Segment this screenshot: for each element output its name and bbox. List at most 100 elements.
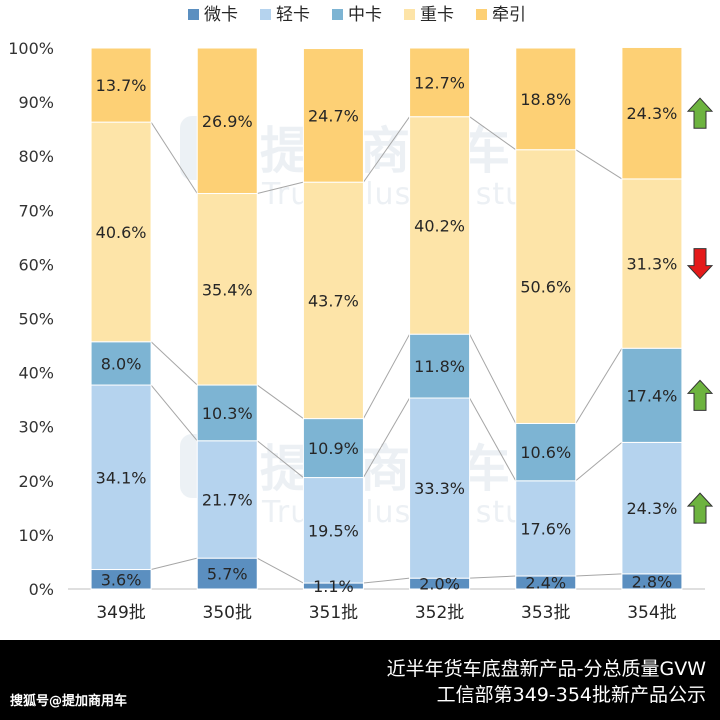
arrow-down-icon: [686, 248, 714, 280]
bar-segment-4-3: [302, 181, 364, 420]
data-label: 31.3%: [627, 255, 678, 274]
legend-label: 微卡: [204, 5, 238, 25]
bar-segment-3-4: [409, 333, 471, 399]
data-label: 1.1%: [313, 577, 354, 596]
bar-segment-4-4: [409, 116, 471, 335]
x-tick-label: 353批: [521, 603, 570, 623]
bar-segment-4-2: [196, 193, 258, 386]
connector-line: [575, 573, 622, 577]
data-label: 24.3%: [627, 104, 678, 123]
connector-line: [362, 397, 411, 478]
connector-line: [257, 557, 304, 584]
data-label: 24.7%: [308, 106, 359, 125]
connector-line: [150, 557, 198, 571]
legend-label: 中卡: [348, 5, 382, 25]
footer-subtitle: 工信部第349-354批新产品公示: [436, 684, 706, 706]
y-tick-label: 70%: [18, 201, 54, 220]
bar-segment-3-2: [196, 384, 258, 442]
legend-label: 重卡: [420, 5, 454, 25]
connector-line: [256, 440, 304, 478]
connector-line: [257, 181, 304, 195]
data-label: 21.7%: [202, 490, 253, 509]
connector-line: [150, 384, 198, 442]
bar-segment-5-2: [196, 47, 258, 195]
data-label: 2.8%: [632, 572, 673, 591]
bar-segment-2-4: [409, 397, 471, 579]
data-label: 13.7%: [96, 76, 147, 95]
legend-swatch: [404, 9, 415, 20]
data-label: 24.3%: [627, 499, 678, 518]
y-tick-label: 50%: [18, 310, 54, 329]
y-tick-label: 30%: [18, 418, 54, 437]
data-label: 18.8%: [520, 90, 571, 109]
data-label: 12.7%: [414, 73, 465, 92]
data-label: 10.6%: [520, 443, 571, 462]
bar-segment-4-6: [621, 178, 683, 349]
connector-line: [469, 116, 517, 151]
source-credit: 搜狐号@提加商用车: [10, 694, 128, 709]
y-tick-label: 0%: [29, 580, 54, 599]
x-tick-label: 349批: [96, 603, 145, 623]
connector-line: [469, 397, 517, 482]
connector-line: [469, 333, 517, 424]
x-tick-label: 351批: [309, 603, 358, 623]
data-label: 40.6%: [96, 223, 147, 242]
data-label: 26.9%: [202, 112, 253, 131]
y-tick-label: 20%: [18, 472, 54, 491]
connector-line: [575, 347, 623, 424]
bar-segment-2-6: [621, 441, 683, 575]
bar-segment-4-1: [90, 121, 152, 343]
data-label: 3.6%: [101, 570, 142, 589]
bar-segment-3-1: [90, 341, 152, 386]
x-tick-label: 354批: [627, 603, 676, 623]
data-label: 50.6%: [520, 278, 571, 297]
bar-segment-2-1: [90, 384, 152, 571]
bar-segment-2-5: [515, 480, 577, 577]
watermark-text: 提加商用车: [260, 440, 510, 498]
legend-swatch: [188, 9, 199, 20]
x-tick-label: 352批: [415, 603, 464, 623]
connector-line: [150, 341, 198, 386]
footer-banner: 近半年货车底盘新产品-分总质量GVW 工信部第349-354批新产品公示 搜狐号…: [0, 640, 720, 720]
data-label: 35.4%: [202, 280, 253, 299]
data-label: 10.3%: [202, 404, 253, 423]
bar-segment-5-4: [409, 47, 471, 118]
y-tick-label: 60%: [18, 255, 54, 274]
stacked-percent-bar-chart: 提加商用车TruckPlus CV studio提加商用车TruckPlus C…: [8, 5, 714, 623]
connector-line: [575, 149, 623, 180]
arrow-up-icon: [686, 379, 714, 411]
bar-segment-5-5: [515, 47, 577, 151]
y-tick-label: 10%: [18, 526, 54, 545]
data-label: 19.5%: [308, 521, 359, 540]
data-label: 17.6%: [520, 519, 571, 538]
bar-segment-1-2: [196, 557, 258, 590]
y-tick-label: 100%: [8, 39, 54, 58]
bar-segment-3-6: [621, 347, 683, 443]
data-label: 43.7%: [308, 291, 359, 310]
y-tick-label: 80%: [18, 147, 54, 166]
connector-line: [363, 577, 410, 584]
bar-segment-3-3: [302, 418, 364, 479]
footer-title: 近半年货车底盘新产品-分总质量GVW: [386, 658, 706, 680]
bar-segment-2-2: [196, 440, 258, 559]
connector-line: [575, 442, 623, 482]
data-label: 2.0%: [419, 575, 460, 594]
connector-line: [469, 575, 516, 579]
x-tick-label: 350批: [203, 603, 252, 623]
data-label: 33.3%: [414, 479, 465, 498]
arrow-up-icon: [686, 492, 714, 524]
bar-segment-3-5: [515, 422, 577, 482]
data-label: 34.1%: [96, 468, 147, 487]
data-label: 2.4%: [525, 574, 566, 593]
data-label: 11.8%: [414, 357, 465, 376]
bar-segment-5-1: [90, 47, 152, 123]
legend-swatch: [260, 9, 271, 20]
data-label: 8.0%: [101, 354, 142, 373]
data-label: 10.9%: [308, 439, 359, 458]
data-label: 5.7%: [207, 565, 248, 584]
y-tick-label: 90%: [18, 93, 54, 112]
legend-swatch: [332, 9, 343, 20]
legend-label: 牵引: [492, 5, 526, 25]
data-label: 17.4%: [627, 386, 678, 405]
legend-swatch: [476, 9, 487, 20]
